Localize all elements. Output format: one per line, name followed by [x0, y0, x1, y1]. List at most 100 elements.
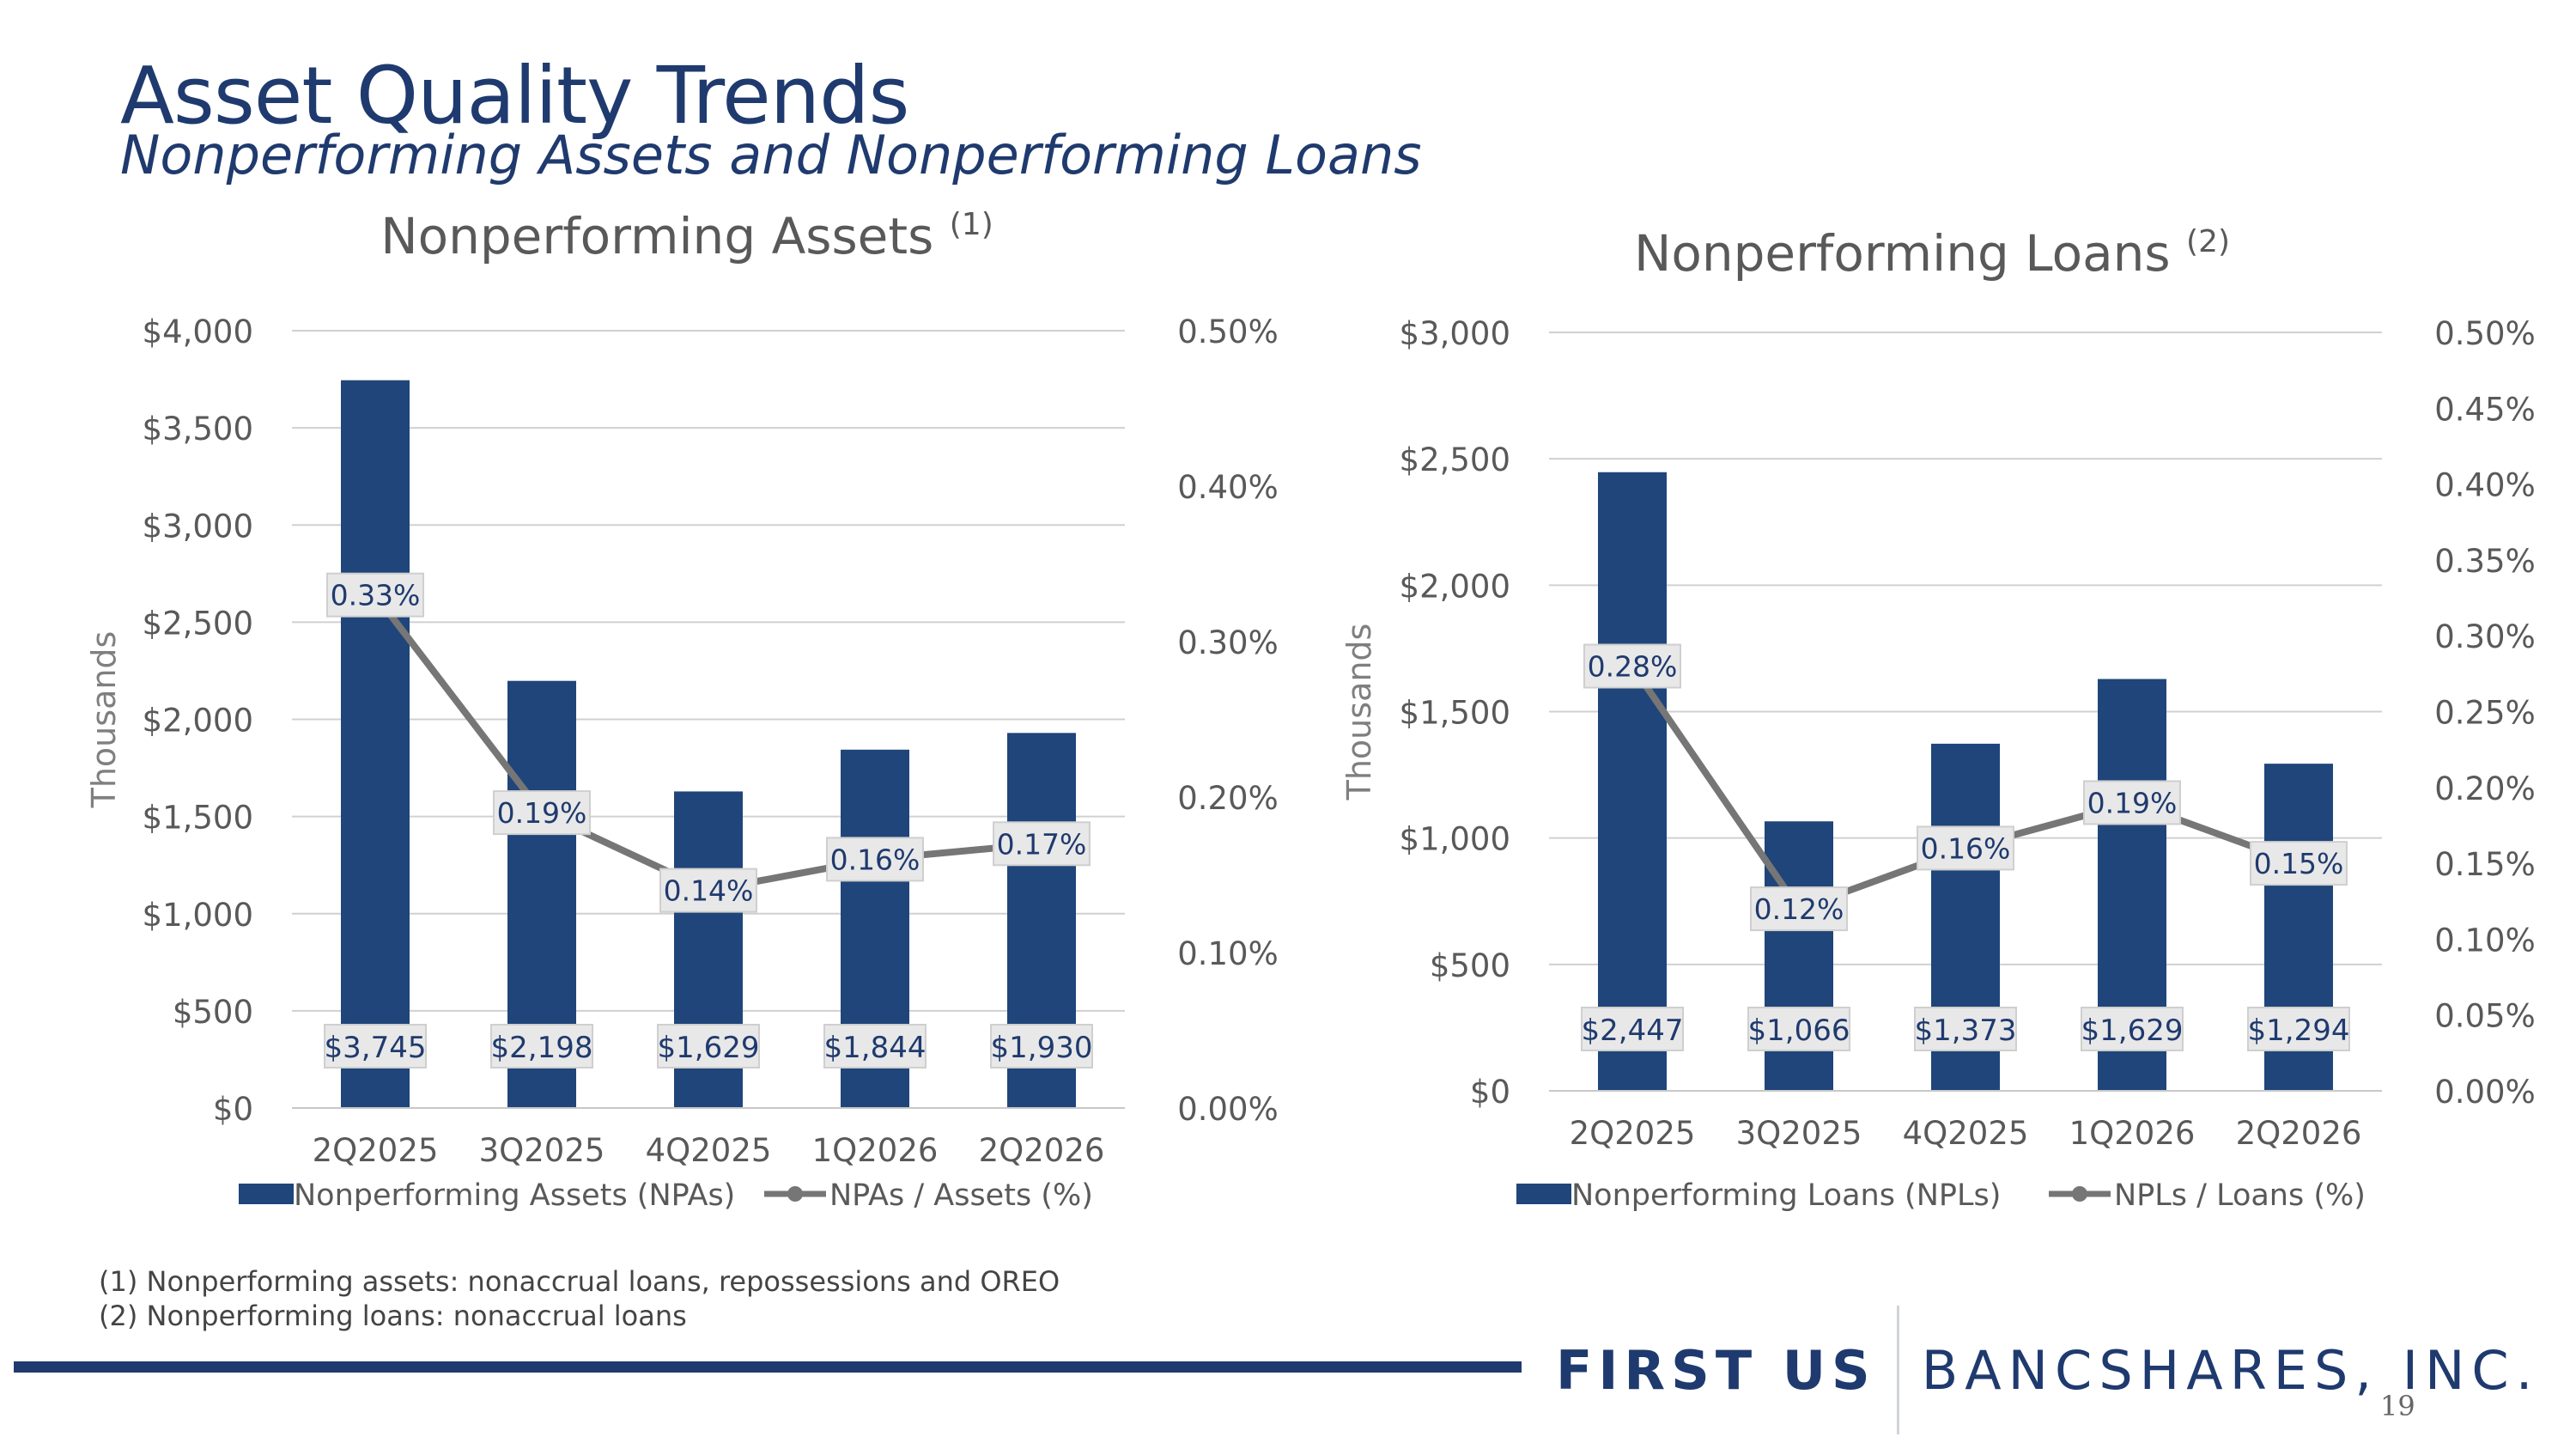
y2-tick-label: 0.40%	[2434, 467, 2536, 504]
y2-tick-label: 0.00%	[1177, 1091, 1279, 1128]
y2-tick-label: 0.10%	[1177, 935, 1279, 972]
y-axis-label: Thousands	[1340, 624, 1378, 801]
y2-tick-label: 0.50%	[2434, 315, 2536, 352]
bar-value-label: $1,066	[1748, 1014, 1850, 1048]
y2-tick-label: 0.20%	[1177, 780, 1279, 817]
y-tick-label: $500	[1430, 947, 1510, 984]
chart-svg: Nonperforming Loans (2) $0 $500 $1,000 $1,50…	[1340, 224, 2536, 1213]
y-tick-label: $500	[173, 994, 253, 1031]
company-logo: FIRST US BANCSHARES, INC.	[1556, 1306, 2539, 1434]
chart-title: Nonperforming Assets (1)	[380, 207, 993, 265]
line-value-label: 0.16%	[830, 843, 920, 876]
bar-value-box	[1914, 1007, 2017, 1051]
x-tick-label: 3Q2025	[1736, 1115, 1862, 1152]
line-value-box	[659, 868, 757, 913]
bar-value-label: $1,629	[2081, 1014, 2184, 1048]
npa-chart: Nonperforming Assets (1) $0 $500 $1,000 $1,5…	[77, 198, 1297, 1228]
bar	[341, 380, 410, 1109]
y-tick-label: $0	[1470, 1074, 1510, 1111]
line-value-label: 0.19%	[497, 796, 587, 830]
y2-tick-label: 0.50%	[1177, 314, 1279, 350]
y-tick-label: $3,000	[143, 508, 253, 545]
y-tick-label: $1,500	[1400, 695, 1510, 732]
y-tick-label: $1,500	[143, 800, 253, 837]
legend-bar-swatch	[239, 1184, 294, 1204]
bar-value-box	[990, 1024, 1093, 1068]
y-tick-label: $2,000	[143, 703, 253, 740]
bar	[1598, 472, 1667, 1091]
bar-value-label: $1,294	[2248, 1014, 2350, 1048]
bar-value-label: $1,844	[824, 1031, 927, 1065]
y2-tick-label: 0.20%	[2434, 770, 2536, 807]
x-tick-label: 2Q2026	[2236, 1115, 2362, 1152]
x-tick-label: 4Q2025	[646, 1132, 772, 1169]
bar-value-box	[1747, 1007, 1850, 1051]
line-value-box	[326, 572, 424, 618]
page-subtitle: Nonperforming Assets and Nonperforming L…	[120, 124, 1422, 186]
y-tick-label: $2,500	[143, 605, 253, 642]
bar-value-box	[490, 1024, 593, 1068]
y2-tick-label: 0.45%	[2434, 391, 2536, 428]
legend-line-label: NPAs / Assets (%)	[829, 1178, 1093, 1213]
line-value-label: 0.15%	[2254, 847, 2344, 880]
y-tick-label: $2,500	[1400, 441, 1510, 478]
logo-bancshares: BANCSHARES, INC.	[1921, 1338, 2540, 1402]
bar-value-label: $2,447	[1582, 1014, 1684, 1048]
line-value-box	[826, 837, 924, 882]
y-tick-label: $0	[213, 1091, 253, 1128]
bar-value-label: $1,629	[658, 1031, 760, 1065]
footnote-1: (1) Nonperforming assets: nonaccrual loa…	[99, 1265, 1060, 1298]
legend-line-marker	[2072, 1186, 2087, 1202]
x-tick-label: 1Q2026	[2069, 1115, 2196, 1152]
bar-value-box	[324, 1024, 427, 1068]
line-value-box	[1750, 886, 1848, 932]
y2-tick-label: 0.10%	[2434, 922, 2536, 959]
line-value-label: 0.14%	[664, 874, 754, 908]
y2-tick-label: 0.25%	[2434, 695, 2536, 732]
y2-tick-label: 0.30%	[2434, 618, 2536, 655]
x-tick-label: 2Q2026	[979, 1132, 1105, 1169]
x-tick-label: 4Q2025	[1903, 1115, 2029, 1152]
bar-value-box	[657, 1024, 760, 1068]
legend-line-label: NPLs / Loans (%)	[2114, 1178, 2366, 1213]
x-tick-label: 3Q2025	[479, 1132, 605, 1169]
line-value-label: 0.12%	[1754, 892, 1844, 926]
bar-value-box	[2081, 1007, 2184, 1051]
y2-tick-label: 0.40%	[1177, 469, 1279, 506]
legend-bar-swatch	[1516, 1184, 1571, 1204]
bar-value-label: $2,198	[491, 1031, 593, 1065]
y2-tick-label: 0.30%	[1177, 624, 1279, 661]
page-number: 19	[2380, 1390, 2415, 1422]
bottom-rule	[14, 1361, 1522, 1373]
line-value-box	[493, 790, 591, 836]
y-tick-label: $2,000	[1400, 568, 1510, 605]
bar-value-label: $1,930	[991, 1031, 1093, 1065]
logo-first-us: FIRST US	[1556, 1338, 1876, 1402]
y-tick-label: $1,000	[143, 897, 253, 934]
bar-value-box	[2247, 1007, 2350, 1051]
footnote-2: (2) Nonperforming loans: nonaccrual loan…	[99, 1300, 687, 1332]
line-value-label: 0.19%	[2087, 786, 2178, 819]
x-tick-label: 2Q2025	[313, 1132, 439, 1169]
y2-tick-label: 0.15%	[2434, 846, 2536, 883]
page-title: Asset Quality Trends	[120, 50, 909, 142]
y2-tick-label: 0.35%	[2434, 543, 2536, 580]
line-value-label: 0.17%	[997, 827, 1087, 861]
chart-svg: Nonperforming Assets (1) $0 $500 $1,000 $1,5…	[85, 207, 1279, 1213]
y-tick-label: $1,000	[1400, 821, 1510, 858]
line-value-label: 0.16%	[1921, 831, 2011, 865]
x-tick-label: 1Q2026	[812, 1132, 939, 1169]
footnotes: (1) Nonperforming assets: nonaccrual loa…	[99, 1264, 1060, 1333]
line-value-box	[1583, 643, 1681, 689]
line-value-label: 0.33%	[331, 579, 421, 612]
y-tick-label: $3,500	[143, 411, 253, 447]
y-tick-label: $3,000	[1400, 315, 1510, 352]
x-tick-label: 2Q2025	[1570, 1115, 1696, 1152]
legend-line-marker	[787, 1186, 803, 1202]
chart-title-note: (2)	[2186, 224, 2230, 259]
logo-divider	[1896, 1306, 1899, 1434]
bar-value-box	[1581, 1007, 1684, 1051]
y-tick-label: $4,000	[143, 314, 253, 350]
line-value-box	[993, 821, 1091, 867]
y2-tick-label: 0.00%	[2434, 1074, 2536, 1111]
